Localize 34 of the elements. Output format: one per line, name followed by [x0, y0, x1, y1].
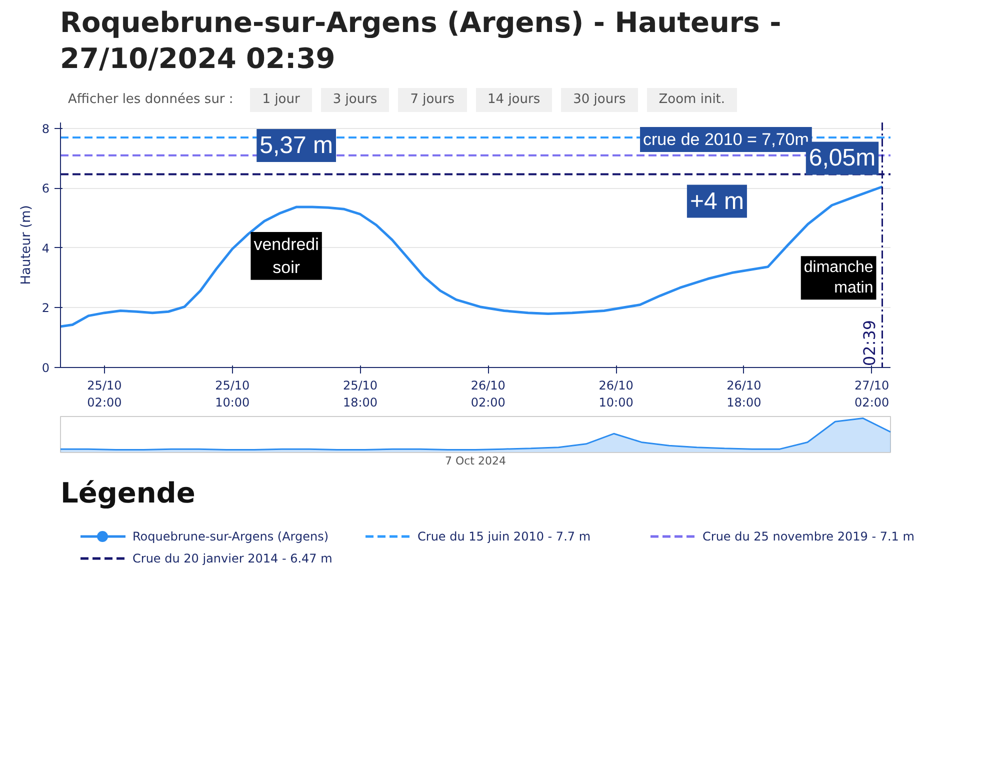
text: 3 jours [332, 90, 378, 109]
y-tick-label: 6 [42, 182, 50, 196]
y-tick-label: 4 [42, 242, 50, 256]
annotation: dimanche matin [804, 260, 874, 297]
y-tick-label: 8 [42, 122, 50, 136]
chart-title: Roquebrune-sur-Argens (Argens) - Hauteurs - 27/10/2024 02:39 [60, 5, 782, 78]
legend-title: Légende [60, 476, 196, 510]
annotation: crue de 2010 = 7,70m [643, 130, 809, 150]
y-tick-label: 0 [42, 361, 50, 376]
x-tick-label: 26/10 02:00 [470, 378, 506, 410]
annotation: vendredi soir [254, 235, 319, 278]
x-tick-label: 26/10 10:00 [598, 378, 634, 410]
x-tick-label: 25/10 18:00 [342, 378, 378, 410]
text: 7 Oct 2024 [445, 454, 506, 468]
x-tick-label: 25/10 02:00 [87, 378, 122, 410]
text: 30 jours [573, 90, 626, 109]
legend-label: Crue du 20 janvier 2014 - 6.47 m [132, 552, 332, 566]
text: Zoom init. [658, 90, 726, 109]
annotation: 6,05m [808, 145, 876, 172]
text: 1 jour [262, 90, 300, 109]
y-tick-label: 2 [42, 302, 50, 316]
x-tick-label: 25/10 10:00 [215, 378, 250, 410]
legend-label: Crue du 15 juin 2010 - 7.7 m [418, 530, 591, 544]
y-axis-title: Hauteur (m) [18, 206, 34, 286]
text: 7 jours [410, 90, 455, 109]
x-tick-label: 27/10 02:00 [854, 378, 890, 410]
text: Afficher les données sur : [68, 90, 234, 109]
annotation: +4 m [690, 188, 744, 216]
annotation: 5,37 m [260, 132, 333, 160]
legend-label: Crue du 25 novembre 2019 - 7.1 m [702, 530, 914, 544]
legend-label: Roquebrune-sur-Argens (Argens) [132, 530, 329, 544]
ref-line-label: 02:39 [860, 320, 880, 366]
x-tick-label: 26/10 18:00 [726, 378, 762, 410]
text: 14 jours [488, 90, 540, 109]
